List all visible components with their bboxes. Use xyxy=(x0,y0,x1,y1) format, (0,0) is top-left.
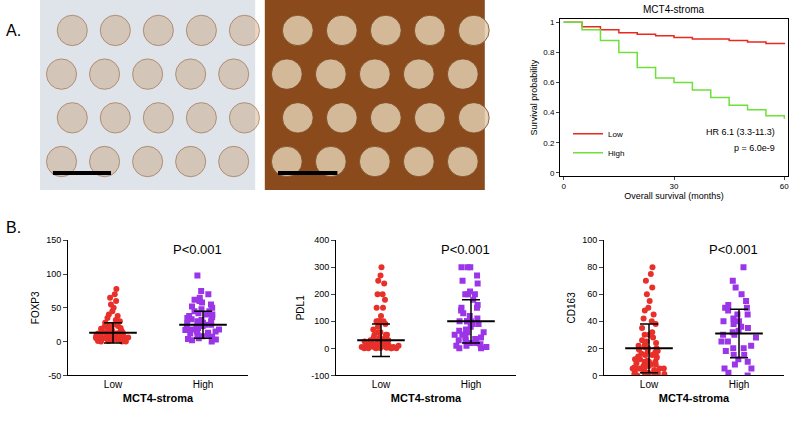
svg-text:0.6: 0.6 xyxy=(543,78,555,87)
svg-text:0.8: 0.8 xyxy=(543,48,555,57)
svg-text:HR 6.1 (3.3-11.3): HR 6.1 (3.3-11.3) xyxy=(706,127,775,137)
svg-text:0.4: 0.4 xyxy=(543,108,555,117)
svg-text:FOXP3: FOXP3 xyxy=(30,291,41,324)
svg-text:0: 0 xyxy=(561,182,566,191)
svg-text:50: 50 xyxy=(51,303,61,313)
svg-text:80: 80 xyxy=(587,262,597,272)
svg-text:P<0.001: P<0.001 xyxy=(441,242,490,257)
svg-text:Survival probability: Survival probability xyxy=(529,59,539,135)
svg-text:PDL1: PDL1 xyxy=(295,295,306,320)
svg-text:MCT4-stroma: MCT4-stroma xyxy=(643,4,705,15)
svg-text:Low: Low xyxy=(104,379,123,390)
svg-text:100: 100 xyxy=(46,269,61,279)
svg-text:MCT4-stroma: MCT4-stroma xyxy=(391,392,462,404)
svg-text:High: High xyxy=(461,379,482,390)
svg-text:Low: Low xyxy=(372,379,391,390)
svg-text:1: 1 xyxy=(550,18,555,27)
svg-text:100: 100 xyxy=(582,235,597,245)
svg-text:-100: -100 xyxy=(311,371,329,381)
svg-text:Low: Low xyxy=(608,130,623,139)
svg-text:400: 400 xyxy=(314,235,329,245)
svg-text:150: 150 xyxy=(46,235,61,245)
svg-text:0: 0 xyxy=(324,344,329,354)
svg-text:Overall survival (months): Overall survival (months) xyxy=(624,191,724,201)
svg-text:20: 20 xyxy=(587,344,597,354)
svg-text:p = 6.0e-9: p = 6.0e-9 xyxy=(734,143,775,153)
svg-text:40: 40 xyxy=(587,316,597,326)
svg-text:High: High xyxy=(193,379,214,390)
svg-text:B.: B. xyxy=(6,219,21,236)
svg-text:MCT4-stroma: MCT4-stroma xyxy=(659,392,730,404)
svg-text:CD163: CD163 xyxy=(566,292,577,324)
svg-text:-50: -50 xyxy=(48,371,61,381)
svg-text:High: High xyxy=(729,379,750,390)
svg-text:60: 60 xyxy=(780,182,789,191)
svg-text:A.: A. xyxy=(6,22,21,39)
svg-text:30: 30 xyxy=(670,182,679,191)
svg-text:60: 60 xyxy=(587,289,597,299)
svg-text:200: 200 xyxy=(314,289,329,299)
svg-text:0: 0 xyxy=(592,371,597,381)
svg-text:P<0.001: P<0.001 xyxy=(709,242,758,257)
svg-text:0: 0 xyxy=(56,337,61,347)
svg-text:MCT4-stroma: MCT4-stroma xyxy=(123,392,194,404)
svg-text:Low: Low xyxy=(640,379,659,390)
svg-text:0: 0 xyxy=(550,169,555,178)
svg-text:100: 100 xyxy=(314,316,329,326)
svg-text:0.2: 0.2 xyxy=(543,139,555,148)
svg-text:P<0.001: P<0.001 xyxy=(173,242,222,257)
svg-text:High: High xyxy=(608,149,624,158)
svg-text:300: 300 xyxy=(314,262,329,272)
